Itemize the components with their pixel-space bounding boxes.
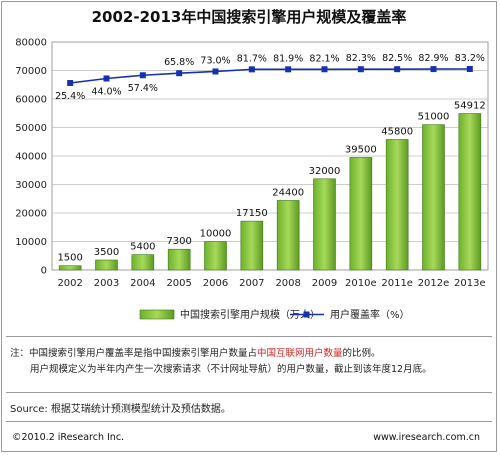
bar-value-label: 32000 (309, 166, 341, 177)
note-highlight: 中国互联网用户数量 (257, 348, 343, 359)
coverage-marker (394, 66, 401, 73)
x-tick-label: 2009 (312, 278, 337, 289)
legend-line-label: 用户覆盖率（%） (330, 308, 410, 321)
bar (422, 124, 445, 271)
divider-top (6, 336, 492, 337)
x-tick-label: 2013e (454, 278, 486, 289)
x-tick-label: 2008 (275, 278, 300, 289)
coverage-marker (430, 66, 437, 73)
legend: 中国搜索引擎用户规模（万人） 用户覆盖率（%） (139, 308, 410, 321)
coverage-label: 65.8% (164, 57, 194, 68)
coverage-line (70, 68, 470, 84)
y-tick-label: 50000 (15, 123, 47, 134)
source-text: Source: 根据艾瑞统计预测模型统计及预估数据。 (10, 404, 231, 415)
y-tick-label: 70000 (15, 66, 47, 77)
bar (385, 139, 409, 271)
x-tick-label: 2006 (203, 278, 228, 289)
coverage-label: 73.0% (200, 55, 230, 66)
y-tick-label: 0 (41, 266, 47, 277)
coverage-marker (285, 66, 292, 73)
coverage-label: 82.3% (346, 53, 376, 64)
grid-lines (51, 41, 489, 271)
bar-value-label: 39500 (345, 144, 377, 155)
chart-svg: 0 10000 20000 30000 40000 50000 60000 70000 8000… (15, 38, 489, 321)
coverage-label: 57.4% (128, 83, 158, 94)
data-labels: 1500 3500 5400 7300 10000 17150 24400 32000 3950… (55, 53, 486, 264)
legend-bar-label: 中国搜索引擎用户规模（万人） (180, 308, 320, 321)
bar-value-label: 5400 (130, 242, 155, 253)
bar-value-label: 10000 (200, 229, 232, 240)
coverage-marker (176, 70, 183, 77)
coverage-label: 82.1% (309, 53, 339, 64)
y-tick-label: 30000 (15, 180, 47, 191)
coverage-label: 81.9% (273, 53, 303, 64)
bar (167, 248, 191, 271)
bar (204, 241, 227, 271)
axes: 0 10000 20000 30000 40000 50000 60000 70000 8000… (15, 38, 485, 290)
coverage-marker (466, 66, 473, 72)
y-tick-label: 40000 (15, 152, 47, 163)
coverage-label: 82.9% (418, 53, 448, 64)
bar-value-label: 17150 (236, 208, 268, 219)
y-tick-label: 10000 (15, 237, 47, 248)
x-tick-label: 2005 (166, 278, 191, 289)
divider-middle (6, 392, 492, 393)
y-tick-label: 20000 (15, 209, 47, 220)
x-tick-label: 2007 (239, 278, 264, 289)
legend-bar-swatch (139, 309, 175, 320)
coverage-label: 82.5% (382, 53, 412, 64)
note-line-1: 注：中国搜索引擎用户覆盖率是指中国搜索引擎用户数量占中国互联网用户数量的比例。 (10, 346, 494, 361)
bar-value-label: 3500 (94, 247, 119, 258)
bar-value-label: 51000 (418, 112, 450, 123)
coverage-marker (67, 80, 74, 86)
bar (240, 220, 264, 271)
y-tick-label: 80000 (15, 38, 47, 49)
bar-value-label: 54912 (454, 101, 486, 112)
copyright: ©2010.2 iResearch Inc. (12, 432, 125, 443)
x-tick-label: 2002 (57, 278, 82, 289)
coverage-marker (321, 66, 328, 73)
x-tick-label: 2010e (345, 278, 377, 289)
bar (458, 113, 482, 271)
bar-value-label: 7300 (166, 236, 191, 247)
divider-bottom (6, 421, 492, 422)
note-line-1-b: 的比例。 (342, 348, 381, 359)
bar (276, 200, 300, 271)
bar (313, 178, 336, 271)
bar-series (58, 113, 482, 271)
bar (349, 157, 373, 271)
bar-value-label: 1500 (57, 253, 82, 264)
bar-value-label: 45800 (381, 126, 413, 137)
note-line-1-a: 注：中国搜索引擎用户覆盖率是指中国搜索引擎用户数量占 (10, 348, 258, 359)
coverage-label: 44.0% (91, 86, 121, 97)
x-tick-label: 2012e (418, 278, 450, 289)
bar (131, 254, 155, 271)
coverage-marker (139, 72, 146, 79)
x-tick-label: 2003 (94, 278, 119, 289)
chart-title: 2002-2013年中国搜索引擎用户规模及覆盖率 (91, 8, 407, 26)
x-tick-label: 2004 (130, 278, 155, 289)
x-tick-label: 2011e (381, 278, 413, 289)
website-url: www.iresearch.com.cn (373, 432, 480, 443)
y-tick-label: 60000 (15, 95, 47, 106)
coverage-marker (248, 66, 255, 73)
coverage-marker (357, 66, 364, 73)
bar (95, 259, 118, 271)
coverage-label: 81.7% (237, 53, 267, 64)
legend-line-marker (303, 311, 310, 318)
coverage-label: 25.4% (55, 91, 85, 102)
bar (58, 265, 82, 271)
line-series (67, 66, 473, 86)
coverage-marker (103, 75, 110, 82)
note-line-2: 用户规模定义为半年内产生一次搜索请求（不计网址导航）的用户数量，截止到该年度12… (30, 364, 432, 375)
coverage-label: 83.2% (455, 53, 485, 64)
coverage-marker (212, 68, 219, 75)
bar-value-label: 24400 (272, 187, 304, 198)
